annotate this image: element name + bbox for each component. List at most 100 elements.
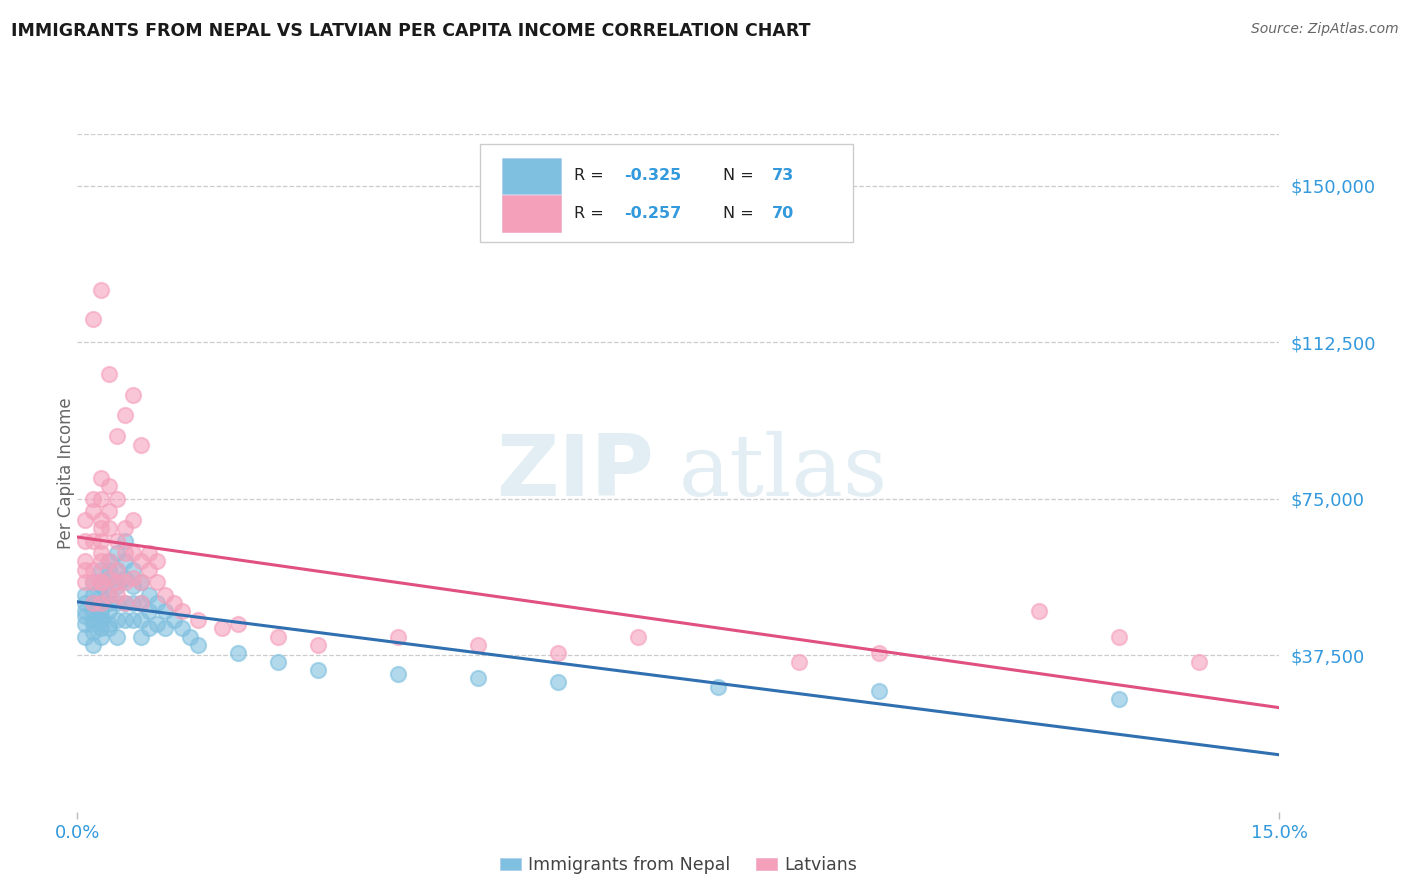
Point xyxy=(138,605,160,619)
Point xyxy=(114,554,136,568)
Point xyxy=(107,491,129,506)
Point xyxy=(75,608,97,623)
Point xyxy=(98,571,121,585)
Point xyxy=(90,575,112,590)
Point xyxy=(162,613,184,627)
Point xyxy=(131,596,153,610)
Point xyxy=(179,630,201,644)
Text: 73: 73 xyxy=(772,169,794,184)
Point xyxy=(114,596,136,610)
Point xyxy=(1108,630,1130,644)
Point xyxy=(122,563,145,577)
Point xyxy=(90,613,112,627)
Point xyxy=(75,575,97,590)
Point xyxy=(82,617,104,632)
Point xyxy=(75,533,97,548)
Point xyxy=(138,546,160,560)
Point xyxy=(307,663,329,677)
Point xyxy=(90,563,112,577)
Point xyxy=(90,575,112,590)
Point xyxy=(107,630,129,644)
Point xyxy=(90,596,112,610)
Point xyxy=(114,409,136,423)
Point xyxy=(547,646,569,660)
Point xyxy=(387,630,409,644)
Point xyxy=(98,588,121,602)
Point xyxy=(122,387,145,401)
Point xyxy=(82,638,104,652)
Point xyxy=(138,621,160,635)
Point xyxy=(82,596,104,610)
Point xyxy=(98,588,121,602)
Point xyxy=(98,621,121,635)
Point xyxy=(98,617,121,632)
Point xyxy=(90,605,112,619)
Point xyxy=(187,613,209,627)
Point xyxy=(627,630,650,644)
Point xyxy=(146,575,169,590)
Text: -0.325: -0.325 xyxy=(624,169,682,184)
Text: -0.257: -0.257 xyxy=(624,206,682,221)
Point xyxy=(107,613,129,627)
Point xyxy=(131,613,153,627)
Point xyxy=(90,621,112,635)
Point xyxy=(107,563,129,577)
Point xyxy=(467,671,489,685)
Point xyxy=(82,588,104,602)
Point xyxy=(114,596,136,610)
Point xyxy=(90,521,112,535)
Point xyxy=(122,596,145,610)
Point xyxy=(547,675,569,690)
Point xyxy=(114,533,136,548)
Point xyxy=(267,655,290,669)
Point xyxy=(1108,692,1130,706)
Point xyxy=(1028,605,1050,619)
Point xyxy=(114,613,136,627)
Point xyxy=(868,646,890,660)
Point xyxy=(1188,655,1211,669)
Point xyxy=(114,571,136,585)
FancyBboxPatch shape xyxy=(479,144,852,243)
Point xyxy=(387,667,409,681)
Point xyxy=(98,504,121,518)
Point xyxy=(211,621,233,635)
Point xyxy=(162,596,184,610)
Point xyxy=(82,596,104,610)
FancyBboxPatch shape xyxy=(502,158,561,194)
Y-axis label: Per Capita Income: Per Capita Income xyxy=(58,397,75,549)
Point xyxy=(114,575,136,590)
Point xyxy=(90,283,112,297)
Point xyxy=(90,608,112,623)
FancyBboxPatch shape xyxy=(502,195,561,232)
Point xyxy=(107,533,129,548)
Point xyxy=(90,491,112,506)
Text: 70: 70 xyxy=(772,206,794,221)
Point xyxy=(107,429,129,443)
Point xyxy=(75,554,97,568)
Point xyxy=(146,554,169,568)
Point xyxy=(75,513,97,527)
Point xyxy=(467,638,489,652)
Point xyxy=(90,630,112,644)
Point xyxy=(75,588,97,602)
Point xyxy=(82,575,104,590)
Point xyxy=(98,605,121,619)
Point xyxy=(82,504,104,518)
Legend: Immigrants from Nepal, Latvians: Immigrants from Nepal, Latvians xyxy=(494,849,863,881)
Point xyxy=(868,683,890,698)
Point xyxy=(82,625,104,640)
Text: N =: N = xyxy=(723,206,759,221)
Point xyxy=(138,563,160,577)
Point xyxy=(82,491,104,506)
Point xyxy=(187,638,209,652)
Point xyxy=(75,596,97,610)
Point xyxy=(82,312,104,326)
Text: Source: ZipAtlas.com: Source: ZipAtlas.com xyxy=(1251,22,1399,37)
Point xyxy=(82,563,104,577)
Point xyxy=(155,621,177,635)
Point xyxy=(90,471,112,485)
Text: N =: N = xyxy=(723,169,759,184)
Point xyxy=(131,596,153,610)
Point xyxy=(75,605,97,619)
Point xyxy=(107,575,129,590)
